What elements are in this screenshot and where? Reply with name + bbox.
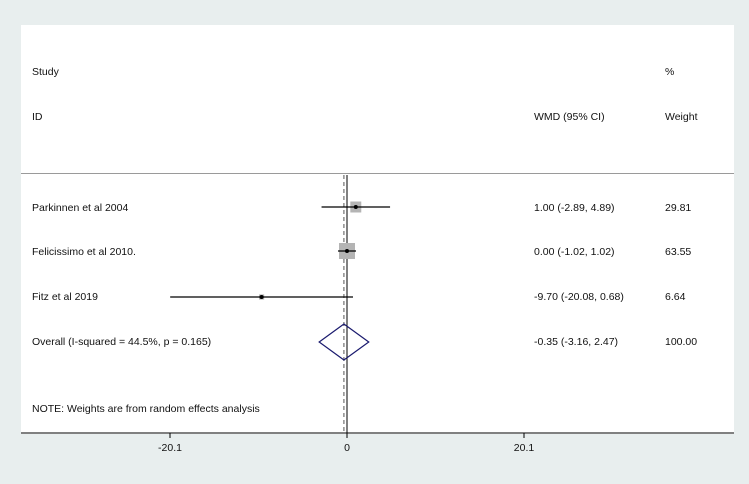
note-text: NOTE: Weights are from random effects an… bbox=[32, 403, 260, 415]
overall-weight: 100.00 bbox=[665, 336, 698, 348]
study-point bbox=[259, 295, 264, 299]
header-weight: Weight bbox=[665, 111, 698, 123]
overall-label: Overall (I-squared = 44.5%, p = 0.165) bbox=[32, 336, 212, 348]
study-weight-3: 6.64 bbox=[665, 291, 686, 303]
header-effect: WMD (95% CI) bbox=[534, 111, 605, 123]
study-label-3: Fitz et al 2019 bbox=[32, 291, 98, 303]
header-study: Study bbox=[32, 66, 59, 78]
header-id: ID bbox=[32, 111, 43, 123]
study-weight-1: 29.81 bbox=[665, 202, 692, 214]
study-weight-2: 63.55 bbox=[665, 246, 692, 258]
x-tick-label: -20.1 bbox=[158, 442, 182, 454]
x-tick-label: 20.1 bbox=[513, 442, 535, 454]
plot-panel bbox=[21, 25, 734, 434]
study-ci-2: 0.00 (-1.02, 1.02) bbox=[534, 246, 615, 258]
overall-diamond bbox=[318, 323, 370, 361]
study-ci-3: -9.70 (-20.08, 0.68) bbox=[534, 291, 624, 303]
study-point bbox=[353, 205, 358, 209]
overall-ci: -0.35 (-3.16, 2.47) bbox=[534, 336, 619, 348]
study-label-1: Parkinnen et al 2004 bbox=[32, 202, 129, 214]
study-point bbox=[345, 249, 349, 253]
study-ci-1: 1.00 (-2.89, 4.89) bbox=[534, 202, 615, 214]
header-weight-pct: % bbox=[665, 66, 675, 78]
x-tick-label: 0 bbox=[344, 442, 350, 454]
study-label-2: Felicissimo et al 2010. bbox=[32, 246, 136, 258]
